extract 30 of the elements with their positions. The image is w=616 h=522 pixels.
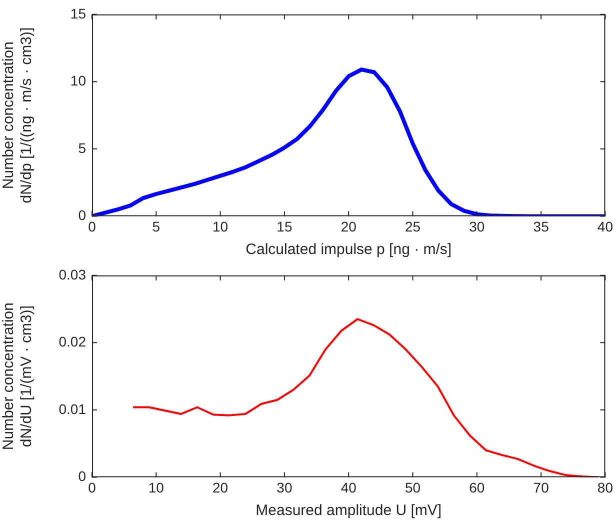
x-tick-label: 60 [469, 479, 485, 496]
y-tick-label: 10 [70, 72, 86, 89]
x-tick-label: 50 [404, 479, 421, 496]
x-tick-label: 30 [469, 218, 485, 234]
x-tick-label: 30 [276, 479, 292, 496]
y-tick-label: 5 [78, 140, 86, 156]
x-tick-label: 20 [340, 218, 357, 234]
y-tick-label: 0 [78, 468, 86, 484]
x-axis-title: Calculated impulse p [ng · m/s] [246, 241, 452, 258]
x-tick-label: 10 [212, 218, 228, 234]
y-tick-label: 0.02 [58, 334, 86, 350]
x-tick-label: 40 [340, 479, 357, 496]
x-tick-label: 0 [88, 479, 96, 496]
y-tick-label: 15 [70, 5, 86, 22]
y-tick-label: 0.01 [58, 400, 86, 417]
x-tick-label: 20 [212, 479, 228, 496]
x-tick-label: 10 [148, 479, 164, 496]
x-tick-label: 35 [533, 218, 550, 234]
y-tick-label: 0.03 [58, 266, 86, 282]
x-tick-label: 25 [404, 218, 421, 234]
y-axis-title: Number concentration dN/dp [1/((ng · m/s · cm3)] [0, 27, 36, 204]
x-tick-label: 15 [276, 218, 292, 234]
y-tick-label: 0 [78, 207, 86, 224]
x-axis-title: Measured amplitude U [mV] [256, 502, 442, 520]
x-tick-label: 40 [597, 218, 614, 234]
x-tick-label: 0 [88, 218, 96, 234]
x-tick-label: 5 [152, 218, 160, 234]
x-tick-label: 80 [597, 479, 614, 496]
y-axis-title: Number concentration dN/dU [1/(mV · cm3)] [0, 302, 36, 450]
x-tick-label: 70 [533, 479, 550, 496]
